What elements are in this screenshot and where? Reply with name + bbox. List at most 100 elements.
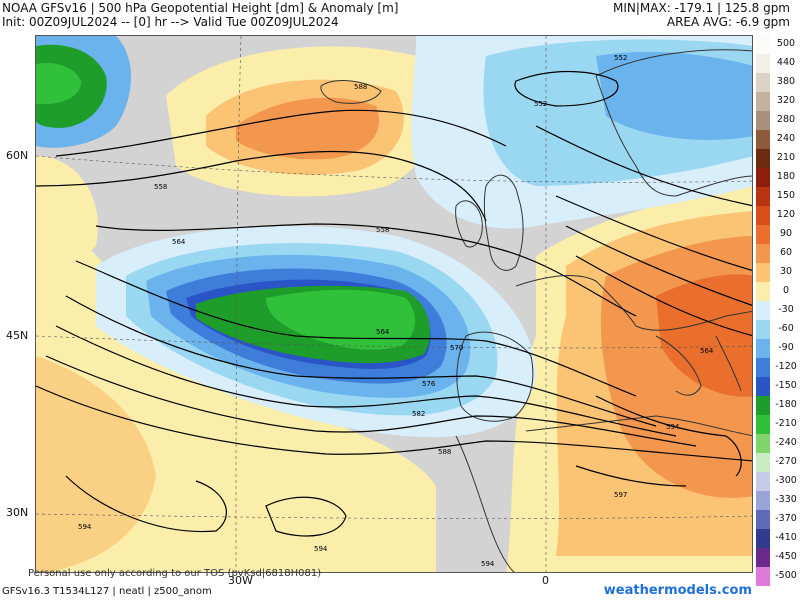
positive-anomaly-europe-core	[656, 274, 752, 397]
legend-entry: -370	[756, 510, 800, 529]
legend-swatch	[756, 415, 770, 434]
contour-label: 588	[438, 448, 451, 456]
ireland-outline	[455, 200, 483, 248]
contour-label: 588	[354, 83, 367, 91]
africa-west-coast	[455, 435, 515, 572]
contour-564-south	[75, 260, 637, 397]
legend-label: 120	[776, 209, 796, 220]
contour-label: 564	[376, 328, 390, 336]
contour-europe-2	[565, 225, 752, 306]
contour-label: 558	[376, 226, 389, 234]
legend-label: -500	[775, 570, 797, 581]
legend-label: -180	[775, 399, 797, 410]
contour-564-north	[95, 223, 637, 317]
lat-label-45n: 45N	[6, 329, 29, 342]
positive-anomaly-north-atlantic-core	[236, 97, 380, 160]
area-average-readout: AREA AVG: -6.9 gpm	[666, 15, 790, 29]
north-africa-coast	[525, 415, 752, 437]
legend-swatch	[756, 168, 770, 187]
legend-entry: -450	[756, 548, 800, 567]
legend-entry: -90	[756, 339, 800, 358]
legend-entry: -270	[756, 453, 800, 472]
legend-label: -150	[775, 380, 797, 391]
min-max-readout: MIN|MAX: -179.1 | 125.8 gpm	[613, 1, 790, 15]
legend-entry: 320	[756, 92, 800, 111]
legend-entry: -300	[756, 472, 800, 491]
legend-entry: -500	[756, 567, 800, 586]
init-valid-time: Init: 00Z09JUL2024 -- [0] hr --> Valid T…	[2, 15, 339, 29]
legend-label: -300	[775, 475, 797, 486]
legend-label: 90	[779, 228, 793, 239]
contour-label: 597	[614, 491, 627, 499]
legend-swatch	[756, 548, 770, 567]
positive-anomaly-southwest-core	[36, 356, 156, 572]
legend-entry: 210	[756, 149, 800, 168]
legend-label: 60	[779, 247, 793, 258]
legend-entry: 240	[756, 130, 800, 149]
coastlines	[320, 49, 752, 572]
western-europe-coast	[515, 275, 752, 331]
legend-label: 30	[779, 266, 793, 277]
contour-europe-3	[575, 255, 752, 337]
contour-594-closed	[265, 496, 347, 537]
legend-swatch	[756, 225, 770, 244]
grid-45n	[36, 335, 752, 349]
legend-swatch	[756, 130, 770, 149]
legend-entry: -210	[756, 415, 800, 434]
legend-swatch	[756, 567, 770, 586]
legend-entry: -240	[756, 434, 800, 453]
legend-swatch	[756, 35, 770, 54]
legend-entry: 380	[756, 73, 800, 92]
contour-570	[65, 295, 657, 427]
brand-link[interactable]: weathermodels.com	[603, 583, 752, 598]
map-panel: 552 552 558 558 564 564 564 570 576 582 …	[35, 35, 753, 573]
grid-30w	[235, 36, 242, 572]
legend-label: -240	[775, 437, 797, 448]
legend-swatch	[756, 263, 770, 282]
contour-label: 552	[614, 54, 627, 62]
contour-label: 570	[450, 344, 463, 352]
legend-swatch	[756, 510, 770, 529]
legend-entry: -60	[756, 320, 800, 339]
italy-outline	[655, 335, 702, 396]
legend-entry: 280	[756, 111, 800, 130]
legend-swatch	[756, 54, 770, 73]
map-title: NOAA GFSv16 | 500 hPa Geopotential Heigh…	[2, 1, 399, 15]
legend-entry: 0	[756, 282, 800, 301]
legend-entry: 120	[756, 206, 800, 225]
legend-entry: -30	[756, 301, 800, 320]
legend-label: -30	[778, 304, 794, 315]
legend-label: -410	[775, 532, 797, 543]
contour-552-closed	[514, 70, 619, 107]
contour-label: 594	[78, 523, 92, 531]
contour-europe-1	[555, 195, 752, 272]
legend-swatch	[756, 149, 770, 168]
positive-anomaly-west-band	[36, 156, 98, 263]
legend-label: 210	[776, 152, 796, 163]
legend-entry: -410	[756, 529, 800, 548]
legend-label: 500	[776, 38, 796, 49]
legend-swatch	[756, 301, 770, 320]
legend-label: -90	[778, 342, 794, 353]
contour-558	[36, 150, 487, 222]
legend-swatch	[756, 472, 770, 491]
height-contours	[36, 70, 752, 537]
legend-label: -120	[775, 361, 797, 372]
negative-anomaly-northwest-core	[36, 62, 82, 104]
contour-label: 594	[481, 560, 495, 568]
legend-label: 380	[776, 76, 796, 87]
contour-594-east	[595, 395, 742, 477]
contour-label: 594	[666, 423, 680, 431]
iberia-outline	[456, 331, 534, 422]
great-britain-outline	[483, 174, 524, 271]
legend-label: 150	[776, 190, 796, 201]
contour-552-west	[55, 109, 507, 157]
legend-label: -370	[775, 513, 797, 524]
legend-label: 440	[776, 57, 796, 68]
legend-entry: -180	[756, 396, 800, 415]
model-run-code: GFSv16.3 T1534L127 | neatl | z500_anom	[2, 586, 212, 597]
contour-label: 558	[154, 183, 167, 191]
legend-swatch	[756, 377, 770, 396]
legend-entry: 150	[756, 187, 800, 206]
contour-label: 564	[700, 347, 714, 355]
